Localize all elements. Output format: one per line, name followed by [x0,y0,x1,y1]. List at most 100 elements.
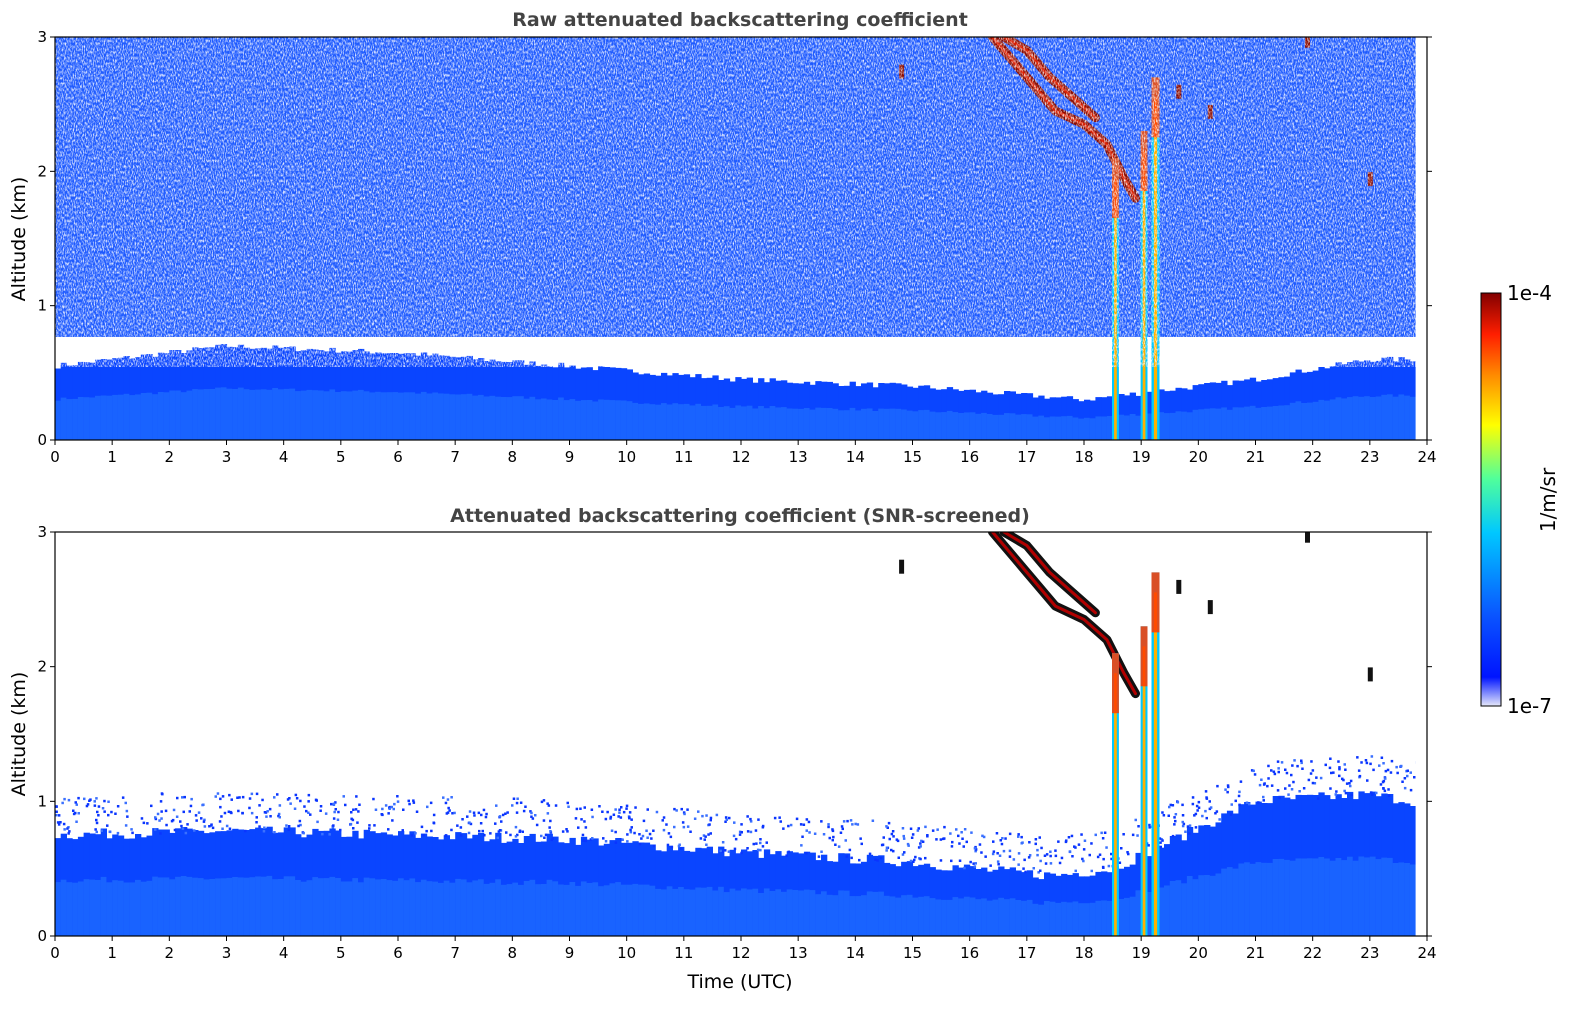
screened-pixel [1118,861,1122,864]
screened-pixel [1382,762,1385,765]
screened-pixel [182,810,185,814]
screened-pixel [1074,846,1077,849]
screened-pixel [602,837,605,840]
screened-pixel [1357,769,1361,772]
screened-pixel [181,796,184,799]
screened-pixel [186,823,189,826]
screened-pixel [287,825,291,828]
screened-pixel [1181,824,1185,828]
screened-pixel [466,815,469,818]
screened-pixel [549,819,552,823]
screened-pixel [451,812,454,815]
screened-pixel [1081,857,1084,861]
boundary-layer-core [883,895,891,936]
screened-pixel [307,793,311,797]
boundary-layer-core [735,405,742,440]
screened-pixel [236,796,239,799]
screened-pixel [1400,764,1403,768]
no-data-region [1415,37,1427,440]
boundary-layer-core [1192,879,1199,936]
screened-pixel [609,817,612,820]
boundary-layer-core [512,882,519,936]
screened-pixel [278,804,282,807]
boundary-layer-core [1095,900,1102,936]
screened-pixel [910,836,914,839]
boundary-layer-core [95,880,102,936]
screened-pixel [1409,788,1413,792]
boundary-layer-core [1061,901,1068,936]
boundary-layer-core [935,899,942,936]
boundary-layer-core [952,412,959,440]
boundary-layer-core [895,408,902,440]
screened-pixel [682,811,686,814]
screened-pixel [655,810,659,814]
screened-pixel [1008,849,1012,853]
screened-pixel [686,808,689,811]
boundary-layer-core [1084,903,1091,936]
screened-pixel [412,801,416,804]
screened-pixel [407,799,410,803]
boundary-layer-core [758,893,765,936]
screened-pixel [95,821,99,825]
screened-pixel [1131,833,1135,837]
x-tick-label: 22 [1303,944,1322,962]
screened-pixel [779,820,782,823]
screened-pixel [1120,847,1123,850]
boundary-layer-core [1049,416,1056,440]
screened-pixel [707,833,710,836]
boundary-layer-core [655,888,662,936]
screened-pixel [738,833,742,836]
screened-pixel [759,841,762,845]
boundary-layer-core [455,394,462,440]
boundary-layer-core [215,387,222,440]
screened-pixel [208,825,211,828]
screened-pixel [982,835,986,839]
screened-pixel [856,823,860,826]
boundary-layer-core [678,404,685,440]
boundary-layer-core [1398,394,1405,440]
screened-pixel [95,797,98,800]
screened-pixel [1349,784,1352,788]
boundary-layer-core [272,388,279,440]
screened-pixel [534,814,537,817]
screened-pixel [372,797,375,801]
screened-pixel [55,810,58,813]
screened-pixel [1188,824,1192,827]
screened-pixel [778,816,781,819]
boundary-layer-core [266,875,273,936]
boundary-layer-core [1409,864,1417,936]
screened-pixel [93,800,96,803]
x-tick-label: 23 [1360,448,1379,466]
screened-pixel [805,829,808,832]
screened-pixel [1311,781,1315,785]
boundary-layer-core [1198,409,1205,440]
boundary-layer-core [866,891,874,936]
screened-pixel [1101,837,1105,840]
screened-pixel [1098,853,1102,856]
screened-pixel [66,827,69,830]
screened-pixel [1020,842,1023,845]
screened-pixel [1324,763,1327,767]
boundary-layer-core [1347,397,1354,440]
screened-pixel [1197,806,1201,809]
screened-pixel [1358,774,1362,778]
screened-pixel [303,805,306,808]
screened-pixel [1195,804,1199,808]
screened-pixel [489,832,492,835]
boundary-layer-core [260,876,268,936]
screened-pixel [1335,790,1338,793]
boundary-layer-core [243,389,250,440]
screened-pixel [172,808,176,812]
screened-pixel [485,812,488,816]
screened-pixel [708,823,711,826]
screened-pixel [1122,833,1125,836]
screened-pixel [1208,800,1211,803]
screened-pixel [176,796,179,800]
screened-pixel [931,829,935,832]
screened-pixel [1345,782,1349,785]
boundary-layer-core [255,389,262,440]
boundary-layer-core [1009,413,1016,440]
screened-pixel [150,804,153,808]
screened-pixel [483,834,486,837]
screened-pixel [227,810,231,813]
